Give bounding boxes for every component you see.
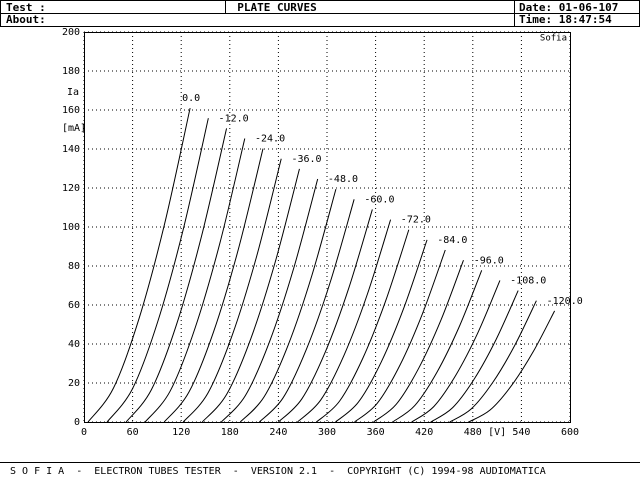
y-tick-label: 180 — [62, 66, 80, 77]
y-tick-label: 40 — [68, 339, 80, 350]
curve-label: -24.0 — [255, 134, 285, 145]
y-tick-label: 200 — [62, 27, 80, 38]
curve-label: -84.0 — [437, 235, 467, 246]
y-tick-label: 140 — [62, 144, 80, 155]
plate-curve — [449, 300, 537, 423]
y-tick-label: 120 — [62, 183, 80, 194]
y-tick-label: 60 — [68, 300, 80, 311]
x-tick-label: 240 — [269, 427, 287, 438]
title: PLATE CURVES — [237, 1, 316, 14]
plate-curve — [468, 310, 556, 423]
curve-label: -60.0 — [364, 194, 394, 205]
x-tick-label: 60 — [127, 427, 139, 438]
plate-curve — [430, 290, 519, 423]
x-tick-label: 540 — [512, 427, 530, 438]
curve-label: -36.0 — [291, 154, 321, 165]
curve-label: -108.0 — [510, 276, 546, 287]
x-tick-label: 420 — [415, 427, 433, 438]
time: Time: 18:47:54 — [519, 13, 612, 26]
curve-label: 0.0 — [182, 93, 200, 104]
plate-curve — [316, 229, 410, 423]
brand: Sofia — [540, 34, 567, 44]
curve-label: -48.0 — [328, 174, 358, 185]
plate-curve — [106, 118, 209, 423]
x-tick-label: 480 — [464, 427, 482, 438]
x-tick-label: 300 — [318, 427, 336, 438]
plate-curve — [392, 270, 483, 423]
x-axis-unit: [V] — [488, 427, 506, 438]
about-label: About: — [6, 13, 46, 26]
x-tick-label: 0 — [81, 427, 87, 438]
y-axis-label: Ia — [67, 87, 79, 98]
plate-curve — [125, 128, 228, 423]
plate-curve — [163, 148, 264, 423]
plate-curve — [354, 249, 446, 423]
plate-curve — [144, 138, 246, 423]
plate-curve — [373, 259, 464, 423]
curve-label: -96.0 — [474, 255, 504, 266]
plate-curve — [297, 219, 392, 423]
test-label: Test : — [6, 1, 46, 14]
plate-curve — [182, 158, 282, 423]
y-tick-label: 0 — [74, 417, 80, 428]
x-tick-label: 120 — [172, 427, 190, 438]
y-tick-label: 100 — [62, 222, 80, 233]
curve-label: -120.0 — [547, 296, 583, 307]
y-tick-label: 20 — [68, 378, 80, 389]
plate-curve — [239, 189, 337, 423]
x-tick-label: 180 — [221, 427, 239, 438]
x-tick-label: 600 — [561, 427, 579, 438]
y-tick-label: 160 — [62, 105, 80, 116]
plate-curve — [411, 280, 501, 423]
axis-box — [84, 32, 571, 423]
plate-curve — [278, 209, 373, 423]
y-axis-unit: [mA] — [62, 123, 86, 134]
plate-curve — [335, 239, 428, 423]
x-tick-label: 360 — [367, 427, 385, 438]
plate-curve — [220, 178, 319, 423]
y-tick-label: 80 — [68, 261, 80, 272]
plate-curve — [201, 168, 300, 423]
plate-curve — [87, 107, 191, 423]
curve-label: -12.0 — [219, 113, 249, 124]
footer: S O F I A - ELECTRON TUBES TESTER - VERS… — [10, 466, 546, 477]
curve-label: -72.0 — [401, 215, 431, 226]
date: Date: 01-06-107 — [519, 1, 618, 14]
plot: 0 20 40 60 80 100 120 140 160 180 200 0 60 120 180 240 3… — [62, 27, 583, 438]
plate-curve — [259, 199, 355, 423]
